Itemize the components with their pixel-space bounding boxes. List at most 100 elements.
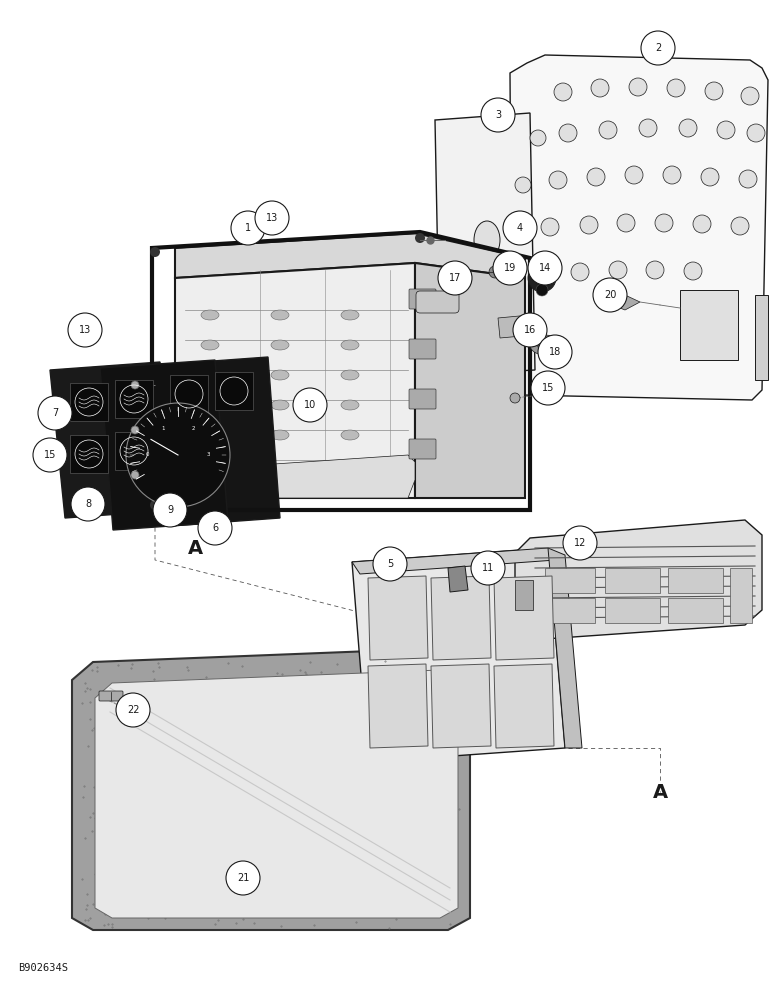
Circle shape: [471, 551, 505, 585]
Circle shape: [587, 168, 605, 186]
Circle shape: [625, 166, 643, 184]
Ellipse shape: [271, 430, 289, 440]
Circle shape: [717, 121, 735, 139]
Circle shape: [617, 214, 635, 232]
Bar: [730, 568, 752, 623]
Circle shape: [554, 83, 572, 101]
Text: 19: 19: [504, 263, 516, 273]
Circle shape: [150, 500, 160, 510]
Text: A: A: [188, 538, 202, 558]
Text: 21: 21: [237, 873, 249, 883]
Polygon shape: [100, 360, 228, 530]
Circle shape: [739, 170, 757, 188]
Text: 7: 7: [52, 408, 58, 418]
Circle shape: [593, 278, 627, 312]
Text: 3: 3: [206, 452, 210, 458]
Circle shape: [641, 31, 675, 65]
Polygon shape: [95, 670, 458, 918]
Circle shape: [438, 261, 472, 295]
Circle shape: [559, 124, 577, 142]
Bar: [70, 435, 108, 473]
Text: 11: 11: [482, 563, 494, 573]
Text: 13: 13: [79, 325, 91, 335]
Circle shape: [507, 302, 523, 318]
Circle shape: [646, 261, 664, 279]
Ellipse shape: [341, 310, 359, 320]
Circle shape: [655, 214, 673, 232]
Circle shape: [528, 264, 556, 292]
Polygon shape: [494, 664, 554, 748]
Text: 14: 14: [539, 263, 551, 273]
Text: B902634S: B902634S: [18, 963, 68, 973]
Ellipse shape: [271, 370, 289, 380]
Polygon shape: [175, 263, 415, 498]
Text: 17: 17: [449, 273, 461, 283]
Text: 13: 13: [266, 213, 278, 223]
Polygon shape: [415, 263, 525, 498]
Text: 20: 20: [604, 290, 616, 300]
Circle shape: [563, 526, 597, 560]
Bar: [545, 568, 595, 593]
Polygon shape: [368, 576, 428, 660]
Bar: [605, 598, 660, 623]
FancyBboxPatch shape: [409, 439, 436, 459]
Polygon shape: [548, 548, 582, 748]
Ellipse shape: [537, 340, 553, 350]
Ellipse shape: [201, 430, 219, 440]
Polygon shape: [175, 233, 525, 278]
Bar: [115, 432, 153, 470]
Text: 2: 2: [191, 426, 195, 431]
Circle shape: [481, 98, 515, 132]
Circle shape: [226, 861, 260, 895]
Text: A: A: [652, 782, 668, 802]
Circle shape: [489, 266, 501, 278]
Text: 8: 8: [85, 499, 91, 509]
Ellipse shape: [201, 310, 219, 320]
Circle shape: [571, 263, 589, 281]
Circle shape: [71, 487, 105, 521]
Circle shape: [231, 211, 265, 245]
Circle shape: [741, 87, 759, 105]
Text: 2: 2: [655, 43, 661, 53]
Circle shape: [33, 438, 67, 472]
Polygon shape: [435, 113, 535, 375]
Polygon shape: [431, 576, 491, 660]
Text: 3: 3: [495, 110, 501, 120]
Bar: [605, 568, 660, 593]
Text: 15: 15: [44, 450, 56, 460]
Ellipse shape: [201, 400, 219, 410]
Polygon shape: [50, 362, 175, 518]
Text: 1: 1: [161, 426, 164, 431]
FancyBboxPatch shape: [99, 691, 123, 701]
Circle shape: [541, 218, 559, 236]
Text: 6: 6: [212, 523, 218, 533]
FancyBboxPatch shape: [416, 291, 459, 313]
Circle shape: [536, 284, 548, 296]
Circle shape: [116, 693, 150, 727]
Circle shape: [693, 215, 711, 233]
Circle shape: [68, 313, 102, 347]
Circle shape: [373, 547, 407, 581]
Circle shape: [515, 177, 531, 193]
Bar: [515, 580, 533, 610]
FancyBboxPatch shape: [409, 389, 436, 409]
Ellipse shape: [341, 430, 359, 440]
Polygon shape: [510, 55, 768, 400]
Polygon shape: [498, 315, 533, 338]
Text: 9: 9: [167, 505, 173, 515]
Polygon shape: [352, 548, 565, 762]
Circle shape: [667, 79, 685, 97]
Text: 0: 0: [146, 452, 150, 458]
Circle shape: [38, 396, 72, 430]
Polygon shape: [352, 548, 556, 574]
Circle shape: [131, 471, 139, 479]
Circle shape: [255, 201, 289, 235]
Circle shape: [131, 426, 139, 434]
Polygon shape: [515, 520, 762, 640]
Ellipse shape: [530, 335, 560, 355]
Polygon shape: [158, 357, 280, 526]
Circle shape: [679, 119, 697, 137]
Circle shape: [599, 121, 617, 139]
Text: 5: 5: [387, 559, 393, 569]
Circle shape: [538, 335, 572, 369]
